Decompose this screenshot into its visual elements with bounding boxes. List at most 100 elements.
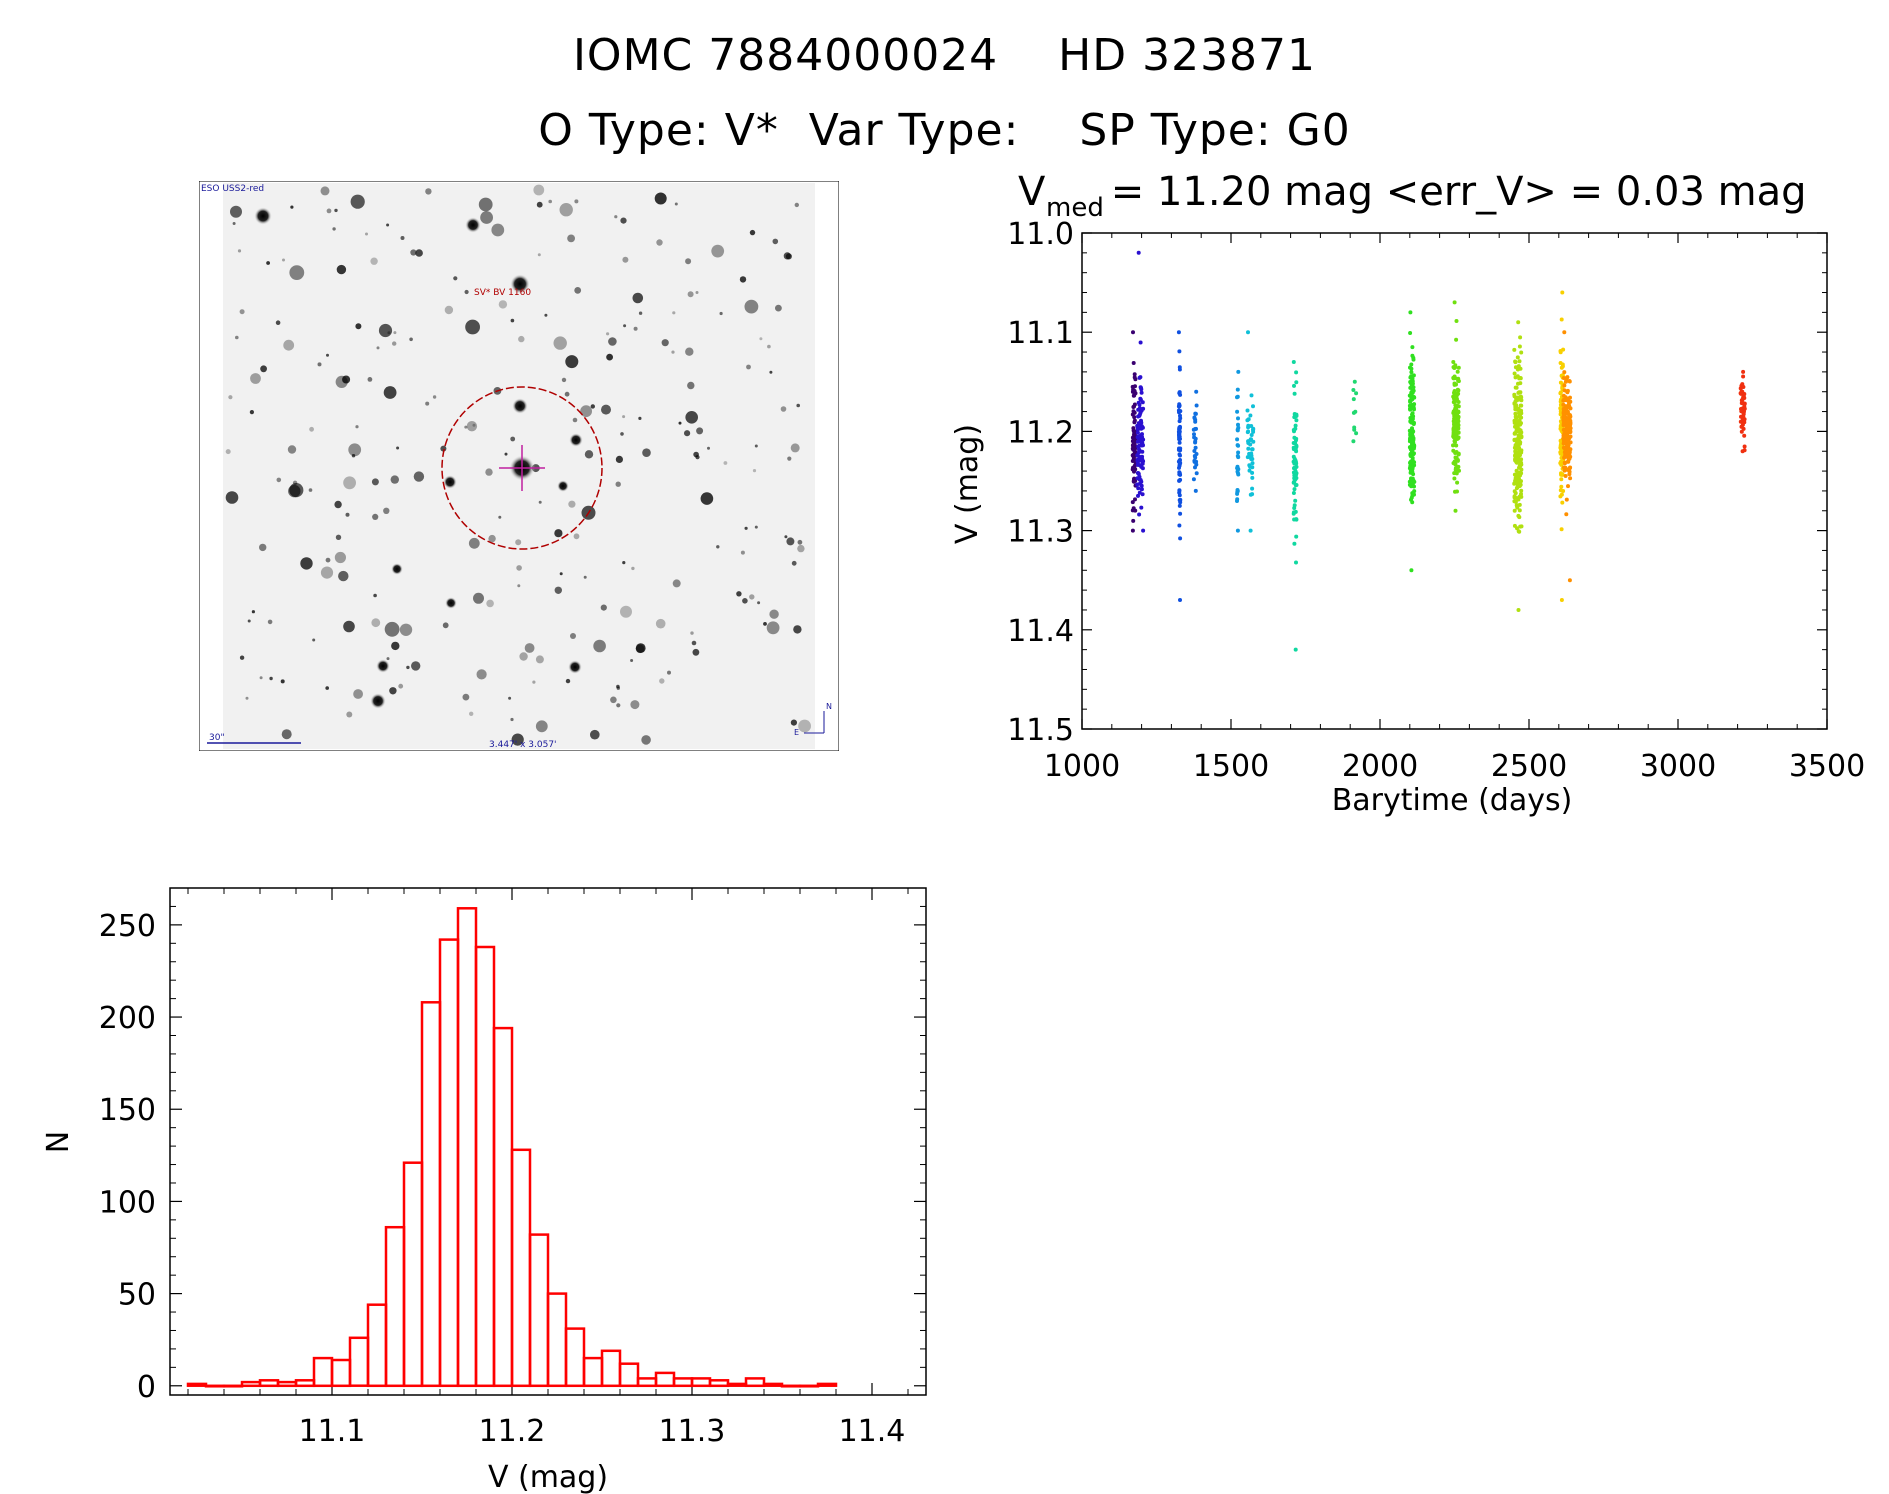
sky-star [230,205,242,218]
lc-data-point [1741,395,1746,400]
lc-data-point [1739,383,1744,388]
lc-data-point [1512,431,1517,436]
lc-data-point [1412,484,1416,489]
lc-data-point [1560,411,1565,416]
lc-data-point [1408,385,1413,390]
lc-data-point [1565,422,1570,427]
sky-star [288,484,301,498]
lc-data-point [1410,353,1415,358]
sky-star [752,469,757,473]
lc-data-point [1176,459,1181,464]
lc-data-point [1294,472,1298,477]
lc-data-point [1561,441,1566,446]
lc-data-point [1139,464,1144,469]
lc-data-point [1515,453,1520,458]
sky-star [391,641,400,651]
lc-data-point [1410,405,1415,410]
lc-data-point [1130,453,1135,458]
lc-data-point [1236,472,1241,477]
lc-data-point [1411,406,1416,410]
lc-data-point [1451,360,1456,364]
lc-data-point [1194,462,1199,467]
lc-data-point [1561,460,1566,465]
lc-data-point [1411,429,1416,434]
lc-data-point [1455,436,1459,441]
lc-data-point [1512,401,1517,406]
lc-data-point [1562,465,1566,470]
hist-bar [798,1384,820,1388]
lc-data-point [1178,477,1183,482]
sky-star [638,311,643,315]
lc-data-point [1562,397,1567,402]
lc-data-point [1410,469,1415,474]
lc-data-point [1514,450,1519,455]
lc-data-point [1194,471,1199,476]
sky-star [565,678,571,684]
lc-data-point [1452,407,1457,412]
lc-data-point [1516,608,1521,612]
lc-data-point [1559,451,1564,456]
lc-data-point [1561,383,1566,387]
lc-data-point [1177,478,1182,483]
lc-data-point [1132,402,1137,407]
lc-data-point [1567,425,1572,430]
lc-data-point [1456,422,1461,427]
lc-data-point [1565,455,1570,460]
sky-star [334,500,342,509]
sky-star [365,232,368,236]
sky-star [386,657,390,661]
lc-data-point [1294,517,1299,522]
sky-star [600,604,607,611]
lc-data-point [1194,452,1199,456]
lc-data-point [1742,417,1747,422]
lc-data-point [1456,452,1461,457]
lc-data-point [1453,440,1457,444]
lc-data-point [1136,421,1141,426]
lc-data-point [1409,393,1414,398]
lc-data-point [1566,403,1571,408]
lc-data-point [1455,398,1459,403]
lc-data-point [1563,454,1568,459]
lc-data-point [1351,439,1356,444]
lc-data-point [1513,456,1518,461]
lc-data-point [1130,412,1135,417]
lc-data-point [1351,397,1356,402]
lc-data-point [1564,512,1569,517]
lc-data-point [1455,398,1460,403]
lc-data-point [1193,440,1198,445]
lc-data-point [1408,375,1413,380]
lc-data-point [1139,464,1144,469]
sky-star [548,199,552,204]
lc-data-point [1131,426,1136,431]
lc-data-point [1561,410,1566,414]
lc-data-point [1410,416,1415,421]
lc-data-point [1565,459,1570,464]
hist-xlabel: V (mag) [488,1460,608,1494]
lc-data-point [1518,450,1523,455]
lc-data-point [1452,390,1457,395]
lc-data-point [1137,402,1142,407]
lc-data-point [1139,425,1144,430]
lc-data-point [1291,428,1296,432]
lc-data-point [1131,465,1135,470]
lc-ytick-label: 11.0 [1007,217,1074,252]
lc-data-point [1291,441,1296,445]
lc-data-point [1565,443,1570,448]
lc-data-point [1558,451,1563,456]
lc-plot-frame [1081,232,1828,730]
lc-data-point [1407,479,1412,484]
sky-star [685,347,694,356]
sky-star [695,291,699,294]
sky-star [606,353,613,361]
hist-plot-frame [169,887,927,1396]
lc-data-point [1455,421,1460,426]
lc-data-point [1565,411,1570,416]
hist-bar [186,1382,208,1387]
lc-data-point [1454,430,1459,435]
sky-star [326,353,329,357]
lc-data-point [1248,437,1253,442]
lc-data-point [1132,479,1136,484]
lc-data-point [1518,433,1523,438]
lc-data-point [1293,469,1298,474]
lc-data-point [1294,418,1299,423]
